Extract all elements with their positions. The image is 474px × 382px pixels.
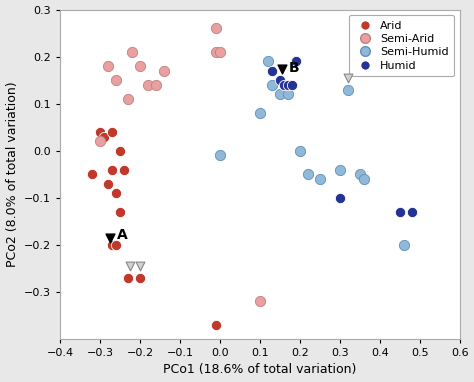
Point [127,263,134,269]
Point [276,77,284,83]
Point [109,242,116,248]
Point [212,25,220,31]
Point [124,275,132,281]
Point [278,66,286,72]
Point [360,176,367,182]
Point [264,58,272,64]
Point [216,49,224,55]
Point [144,82,152,88]
Point [280,82,288,88]
Point [276,91,284,97]
Point [256,110,264,116]
Point [256,298,264,304]
Point [104,181,112,187]
Text: A: A [117,228,128,242]
Point [112,77,120,83]
Point [212,49,220,55]
Point [100,134,108,140]
Legend: Arid, Semi-Arid, Semi-Humid, Humid: Arid, Semi-Arid, Semi-Humid, Humid [349,15,454,76]
Point [104,63,112,69]
Point [296,147,304,154]
Point [336,195,344,201]
Point [89,171,96,177]
Point [128,49,136,55]
Text: B: B [288,62,299,75]
Point [400,242,408,248]
Point [284,91,292,97]
Point [216,152,224,159]
Point [137,63,144,69]
Point [112,242,120,248]
Point [336,167,344,173]
Point [160,68,168,74]
Point [117,209,124,215]
X-axis label: PCo1 (18.6% of total variation): PCo1 (18.6% of total variation) [163,363,356,376]
Point [96,129,104,135]
Point [112,190,120,196]
Point [356,171,364,177]
Point [268,68,276,74]
Point [268,82,276,88]
Point [137,275,144,281]
Point [344,75,352,81]
Point [109,129,116,135]
Point [304,171,312,177]
Point [284,82,292,88]
Point [120,167,128,173]
Point [106,235,114,241]
Point [137,263,144,269]
Point [212,322,220,328]
Point [288,82,296,88]
Point [109,167,116,173]
Point [96,138,104,144]
Y-axis label: PCo2 (8.0% of total variation): PCo2 (8.0% of total variation) [6,81,18,267]
Point [152,82,160,88]
Point [316,176,324,182]
Point [124,96,132,102]
Point [117,147,124,154]
Point [292,58,300,64]
Point [396,209,403,215]
Point [344,86,352,92]
Point [408,209,416,215]
